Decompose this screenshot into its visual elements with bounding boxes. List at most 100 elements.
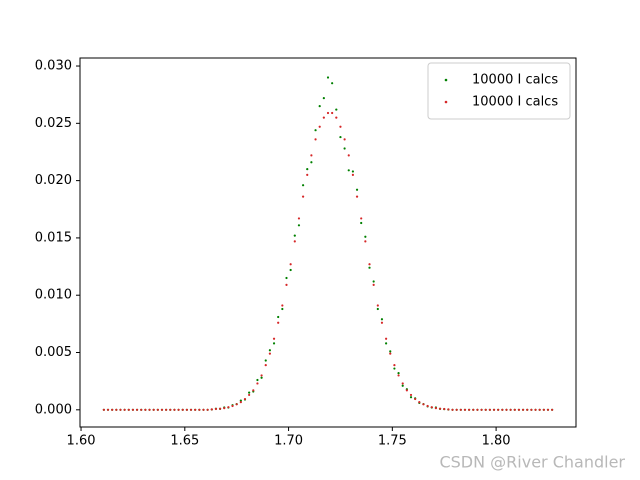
point [526, 408, 529, 411]
point [144, 408, 147, 411]
point [542, 408, 545, 411]
point [451, 408, 454, 411]
point [505, 408, 508, 411]
point [385, 342, 388, 345]
point [476, 408, 479, 411]
point [189, 408, 193, 411]
point [397, 372, 400, 375]
point [248, 391, 251, 394]
point [380, 318, 384, 321]
point [331, 111, 334, 115]
point [285, 283, 288, 287]
point [326, 76, 330, 79]
point [492, 408, 496, 411]
point [426, 404, 429, 408]
point [480, 408, 483, 411]
point [160, 408, 164, 411]
point [393, 367, 396, 370]
point [401, 382, 404, 385]
point [368, 263, 371, 266]
point [355, 195, 359, 198]
point [256, 382, 259, 385]
point [339, 135, 342, 139]
point [468, 408, 471, 411]
point [347, 154, 350, 157]
point [310, 154, 313, 157]
point [364, 235, 367, 238]
point [339, 125, 342, 128]
point [351, 170, 355, 173]
point [268, 349, 271, 352]
point [256, 378, 259, 382]
point [430, 406, 433, 409]
point [376, 304, 379, 307]
point [534, 408, 537, 411]
point [231, 404, 234, 408]
point [111, 408, 114, 411]
point [243, 397, 247, 401]
point [497, 408, 500, 411]
point [135, 408, 139, 411]
y-tick-label: 0.030 [35, 59, 72, 74]
point [443, 407, 446, 411]
point [106, 408, 110, 411]
point [318, 125, 321, 128]
point [343, 138, 346, 141]
point [289, 268, 292, 272]
point [148, 408, 151, 411]
point [513, 408, 516, 411]
point [447, 408, 450, 411]
point [218, 407, 222, 410]
point [181, 408, 184, 411]
point [152, 408, 155, 411]
point [277, 321, 280, 324]
point [455, 408, 458, 411]
point [438, 407, 442, 410]
point [326, 111, 330, 115]
x-tick-label: 1.70 [274, 434, 303, 449]
point [389, 350, 392, 353]
point [119, 408, 122, 411]
point [380, 321, 384, 324]
point [372, 280, 375, 283]
point [310, 161, 313, 164]
point [293, 234, 296, 237]
point [501, 408, 504, 411]
point [248, 393, 251, 397]
point [376, 307, 379, 311]
x-tick-label: 1.60 [67, 434, 96, 449]
point [322, 97, 325, 100]
point [127, 408, 130, 411]
point [264, 359, 267, 362]
y-tick-label: 0.010 [35, 288, 72, 303]
point [177, 408, 180, 411]
point [131, 408, 135, 411]
point [472, 408, 475, 411]
point [355, 188, 359, 191]
legend-box [427, 62, 571, 120]
legend-label: 10000 I calcs [472, 73, 558, 88]
point [281, 307, 284, 311]
point [434, 406, 438, 410]
point [210, 408, 213, 411]
point [293, 240, 296, 243]
point [409, 393, 413, 397]
point [517, 408, 521, 411]
x-tick-label: 1.75 [378, 434, 407, 449]
point [331, 82, 334, 85]
point [372, 283, 375, 287]
legend-marker [444, 78, 448, 82]
point [202, 408, 205, 411]
point [214, 407, 218, 411]
point [156, 408, 159, 411]
x-tick-label: 1.65 [170, 434, 199, 449]
point [322, 116, 325, 119]
point [360, 221, 363, 225]
point [115, 408, 118, 411]
point [297, 224, 301, 227]
point [306, 168, 309, 171]
point [418, 401, 421, 404]
point [530, 408, 533, 411]
point [314, 138, 317, 141]
point [235, 403, 238, 406]
